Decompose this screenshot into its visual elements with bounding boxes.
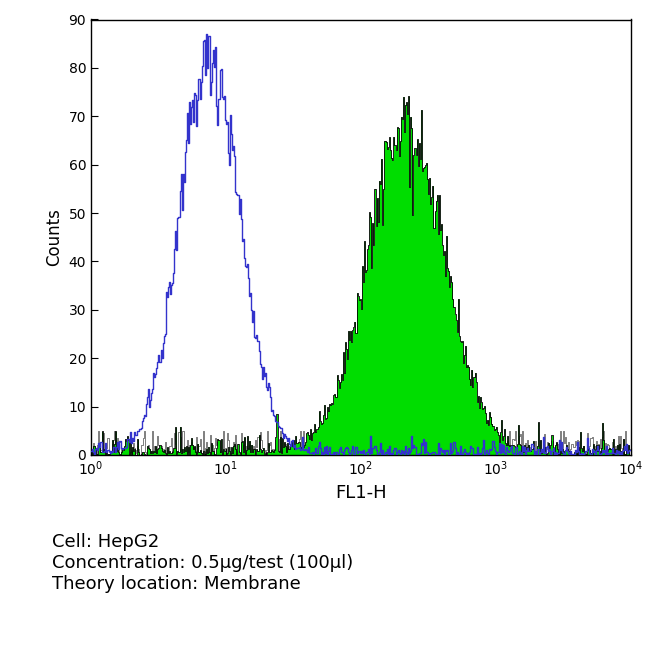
Text: Cell: HepG2
Concentration: 0.5μg/test (100μl)
Theory location: Membrane: Cell: HepG2 Concentration: 0.5μg/test (1…	[52, 533, 353, 593]
Y-axis label: Counts: Counts	[45, 208, 63, 266]
X-axis label: FL1-H: FL1-H	[335, 484, 387, 502]
